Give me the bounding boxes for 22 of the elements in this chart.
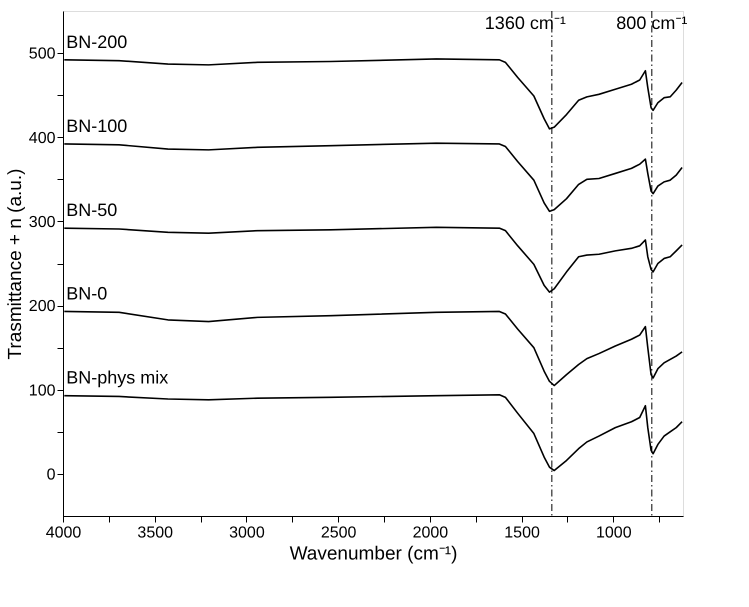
ref-line-label: 800 cm⁻¹ — [616, 13, 688, 33]
x-tick-label: 4000 — [46, 524, 82, 542]
y-tick-label: 400 — [28, 130, 56, 147]
y-tick-label: 500 — [28, 46, 56, 63]
series-label: BN-0 — [66, 283, 108, 304]
x-tick-label: 2000 — [412, 524, 448, 542]
series-label: BN-phys mix — [66, 368, 168, 388]
series-label: BN-100 — [66, 116, 128, 136]
y-tick-label: 200 — [28, 298, 56, 316]
x-tick-label: 1500 — [504, 524, 540, 542]
y-axis-title: Trasmittance + n (a.u.) — [4, 168, 26, 360]
x-axis-title: Wavenumber (cm⁻¹) — [290, 544, 458, 564]
y-tick-label: 0 — [46, 466, 56, 484]
x-tick-label: 3500 — [137, 524, 174, 542]
series-label: BN-200 — [66, 32, 128, 52]
y-tick-label: 300 — [28, 214, 56, 231]
ref-line-label: 1360 cm⁻¹ — [484, 13, 566, 33]
x-tick-label: 3000 — [229, 524, 265, 542]
y-tick-label: 100 — [28, 382, 56, 400]
series-label: BN-50 — [66, 200, 118, 220]
x-tick-label: 1000 — [596, 524, 632, 542]
x-tick-label: 2500 — [320, 524, 357, 542]
